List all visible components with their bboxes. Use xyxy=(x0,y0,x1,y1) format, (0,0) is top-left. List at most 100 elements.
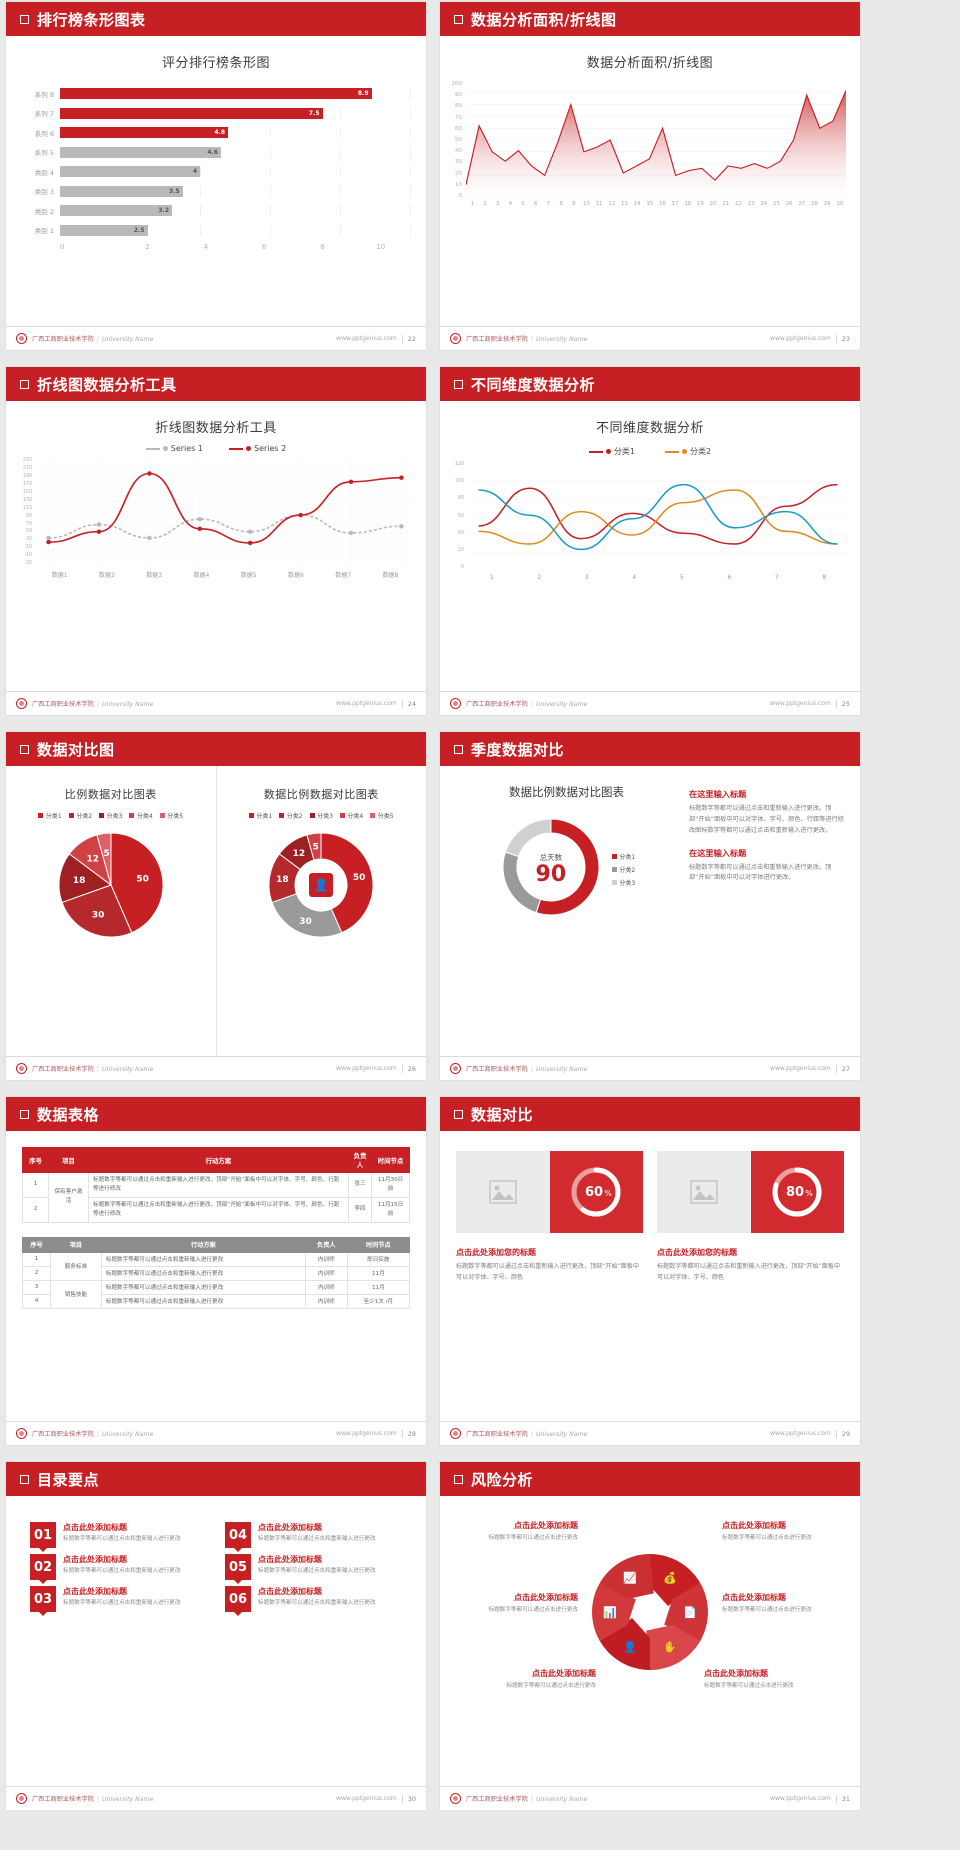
legend-label: 分类5 xyxy=(167,813,184,820)
legend-item[interactable]: Series 1 xyxy=(145,444,203,453)
legend-item[interactable]: 分类2 xyxy=(68,811,92,820)
page-number: 27 xyxy=(835,1064,850,1073)
slide-ranking-bar[interactable]: 排行榜条形图表 评分排行榜条形图 系列 8 8.9 系列 7 7.5 系列 6 4.8 系列… xyxy=(6,2,426,350)
slide-data-contrast[interactable]: 数据对比 60% 80% 点击此处添加您的标 xyxy=(440,1097,860,1445)
square-bullet-icon xyxy=(20,379,29,389)
toc-text: 标题数字等都可以通过点击和重新输入进行更改 xyxy=(63,1536,181,1542)
footer-right: www.pptgenius.com 29 xyxy=(770,1429,850,1438)
table-header-cell: 序号 xyxy=(22,1147,49,1173)
x-tick: 24 xyxy=(760,201,768,207)
slide-multi-dim[interactable]: 不同维度数据分析 不同维度数据分析 分类1 分类2 120 100 80 60 40 20 0… xyxy=(440,367,860,715)
bar-fill: 3.5 xyxy=(60,185,183,197)
x-tick: 10 xyxy=(376,242,386,251)
chart-title: 折线图数据分析工具 xyxy=(155,421,277,436)
legend-item[interactable]: 分类1 xyxy=(611,852,635,861)
quarter-left: 数据比例数据对比图表 总天数 90 分类1 分类2 分类3 xyxy=(454,784,679,1056)
legend-swatch xyxy=(99,813,105,818)
footer-right: www.pptgenius.com 26 xyxy=(336,1064,416,1073)
slide-header-title: 目录要点 xyxy=(37,1470,100,1489)
square-bullet-icon xyxy=(20,1109,29,1119)
legend-item[interactable]: 分类1 xyxy=(38,811,62,820)
university-logo-icon xyxy=(16,1793,27,1804)
legend-label: 分类1 xyxy=(256,813,273,820)
y-tick: 0 xyxy=(460,565,464,571)
slide-data-table[interactable]: 数据表格 序号 项目 行动方案 负责人 时间节点 1 保有客户激活 标题数字等都可以通过点击和… xyxy=(6,1097,426,1445)
toc-number: 02 xyxy=(30,1554,56,1584)
legend-line xyxy=(145,447,160,450)
chart-title: 不同维度数据分析 xyxy=(595,421,704,436)
multi-y-axis: 120 100 80 60 40 20 0 xyxy=(440,462,464,571)
legend-label: 分类1 xyxy=(613,447,635,456)
legend-item[interactable]: 分类2 xyxy=(665,446,711,457)
y-tick: 10 xyxy=(25,545,32,551)
footer-university: 广西工商职业技术学院 | University Name xyxy=(466,701,588,708)
legend-dot xyxy=(162,446,168,451)
legend-item[interactable]: 分类2 xyxy=(611,865,635,874)
toc-item[interactable]: 04 点击此处添加标题 标题数字等都可以通过点击和重新输入进行更改 xyxy=(225,1522,402,1552)
slide-area-line[interactable]: 数据分析面积/折线图 数据分析面积/折线图 100 90 80 70 60 50 40 30 2… xyxy=(440,2,860,350)
bar-row: 类别 3 3.5 xyxy=(16,183,411,200)
svg-text:50: 50 xyxy=(136,874,149,884)
svg-text:👤: 👤 xyxy=(623,1641,637,1654)
legend-item[interactable]: 分类4 xyxy=(129,811,153,820)
y-tick: 60 xyxy=(457,513,464,519)
legend-item[interactable]: 分类2 xyxy=(279,811,303,820)
svg-text:%: % xyxy=(604,1189,612,1198)
cell-no: 4 xyxy=(21,1293,52,1309)
block-title: 点击此处添加您的标题 xyxy=(657,1248,737,1257)
x-tick: 17 xyxy=(671,201,679,207)
legend-item[interactable]: Series 2 xyxy=(229,444,286,453)
legend-item[interactable]: 分类3 xyxy=(611,878,635,887)
svg-text:💰: 💰 xyxy=(663,1571,677,1584)
slide-risk-analysis[interactable]: 风险分析 💰 📄 ✋ 👤 📊 📈 点击此处添加标题 标题数字等都可以通过点击进行更改 点击… xyxy=(440,1462,860,1810)
table-header-cell: 项目 xyxy=(50,1236,102,1253)
legend-swatch xyxy=(279,813,285,818)
slide-header-title: 数据对比图 xyxy=(37,740,115,759)
legend-item[interactable]: 分类4 xyxy=(339,811,363,820)
toc-item[interactable]: 05 点击此处添加标题 标题数字等都可以通过点击和重新输入进行更改 xyxy=(225,1554,402,1584)
footer-url: www.pptgenius.com xyxy=(770,1065,831,1072)
legend-swatch xyxy=(611,879,617,885)
cell-owner: 内训师 xyxy=(304,1265,348,1281)
legend-dot xyxy=(605,449,611,454)
table-header-cell: 行动方案 xyxy=(88,1147,349,1173)
slide-pie-compare[interactable]: 数据对比图 比例数据对比图表 分类1 分类2 分类3 分类4 分类5 50 30 18 12 5… xyxy=(6,732,426,1080)
block-title: 在这里输入标题 xyxy=(689,789,747,799)
x-tick: 9 xyxy=(571,201,576,207)
x-tick: 16 xyxy=(658,201,666,207)
x-tick: 11 xyxy=(595,201,603,207)
toc-item[interactable]: 01 点击此处添加标题 标题数字等都可以通过点击和重新输入进行更改 xyxy=(30,1522,207,1552)
legend-item[interactable]: 分类1 xyxy=(588,446,635,457)
y-tick: 80 xyxy=(457,496,464,502)
legend-label: 分类3 xyxy=(317,813,333,820)
footer-university: 广西工商职业技术学院 | University Name xyxy=(32,1796,154,1803)
page-number: 23 xyxy=(835,334,850,343)
legend-item[interactable]: 分类5 xyxy=(370,811,394,820)
svg-text:30: 30 xyxy=(299,917,312,927)
block-text: 标题数字等都可以通过点击和重新输入进行更改，顶部“开始”面板中可以对字体、字号、… xyxy=(456,1263,640,1281)
legend-item[interactable]: 分类1 xyxy=(248,811,273,820)
slide-quarter-compare[interactable]: 季度数据对比 数据比例数据对比图表 总天数 90 分类1 分类2 分类3 xyxy=(440,732,860,1080)
slide-footer: 广西工商职业技术学院 | University Name www.pptgenius… xyxy=(6,326,426,350)
bar-label: 系列 8 xyxy=(34,90,54,99)
slide-line-tool[interactable]: 折线图数据分析工具 折线图数据分析工具 Series 1 Series 2 230… xyxy=(6,367,426,715)
toc-item[interactable]: 06 点击此处添加标题 标题数字等都可以通过点击和重新输入进行更改 xyxy=(225,1586,402,1616)
slide-toc-points[interactable]: 目录要点 01 点击此处添加标题 标题数字等都可以通过点击和重新输入进行更改 04 点击… xyxy=(6,1462,426,1810)
toc-item[interactable]: 02 点击此处添加标题 标题数字等都可以通过点击和重新输入进行更改 xyxy=(30,1554,207,1584)
line-chart: 230 210 190 170 150 130 110 90 70 50 30 10 -10 -30 数据… xyxy=(23,458,414,579)
slide-header: 数据对比图 xyxy=(6,732,426,766)
legend-item[interactable]: 分类3 xyxy=(99,811,122,820)
cell-project: 保有客户激活 xyxy=(47,1172,90,1223)
svg-text:📊: 📊 xyxy=(603,1606,617,1619)
legend-item[interactable]: 分类3 xyxy=(309,811,333,820)
toc-item[interactable]: 03 点击此处添加标题 标题数字等都可以通过点击和重新输入进行更改 xyxy=(30,1586,207,1616)
slide-header-title: 不同维度数据分析 xyxy=(471,375,596,394)
svg-text:30: 30 xyxy=(92,911,105,921)
legend-label: 分类2 xyxy=(690,447,712,456)
legend-item[interactable]: 分类5 xyxy=(159,811,184,820)
x-tick: 8 xyxy=(320,242,325,251)
toc-number: 03 xyxy=(30,1586,56,1616)
university-logo-icon xyxy=(16,1063,27,1074)
toc-body: 点击此处添加标题 标题数字等都可以通过点击和重新输入进行更改 xyxy=(63,1554,180,1577)
